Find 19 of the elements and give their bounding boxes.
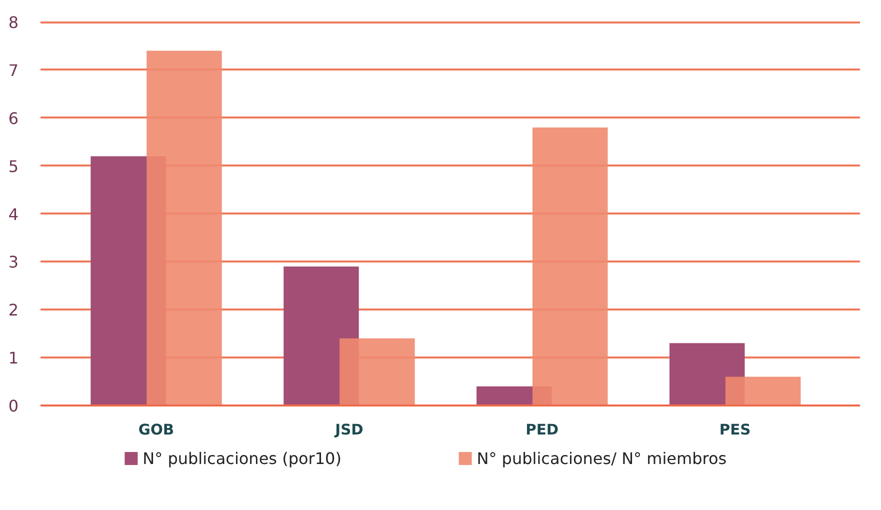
bar bbox=[340, 338, 415, 406]
y-tick-label: 6 bbox=[8, 108, 19, 128]
y-tick-label: 2 bbox=[8, 300, 19, 320]
legend-label: N° publicaciones/ N° miembros bbox=[476, 449, 727, 468]
bar bbox=[725, 376, 801, 406]
y-tick-label: 1 bbox=[8, 348, 19, 368]
y-tick-label: 5 bbox=[8, 156, 19, 176]
y-tick-label: 4 bbox=[8, 204, 19, 224]
x-tick-label: PED bbox=[526, 422, 559, 438]
x-tick-label: GOB bbox=[138, 422, 174, 438]
bar bbox=[146, 50, 222, 406]
x-tick-label: PES bbox=[719, 422, 751, 438]
bar bbox=[532, 127, 608, 406]
y-tick-label: 3 bbox=[8, 252, 19, 272]
y-tick-label: 0 bbox=[8, 396, 19, 416]
y-tick-label: 8 bbox=[8, 13, 19, 32]
x-tick-label: JSD bbox=[334, 422, 364, 438]
y-tick-label: 7 bbox=[8, 60, 19, 80]
legend-label: N° publicaciones (por10) bbox=[142, 449, 342, 468]
